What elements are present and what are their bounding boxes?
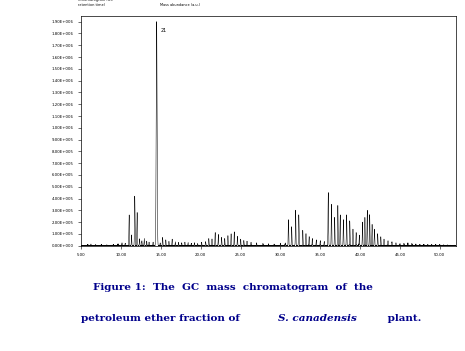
Text: 21: 21 [160, 28, 167, 33]
Text: plant.: plant. [384, 314, 421, 323]
Text: Figure 1:  The  GC  mass  chromatogram  of  the: Figure 1: The GC mass chromatogram of th… [93, 283, 372, 292]
Text: petroleum ether fraction of: petroleum ether fraction of [81, 314, 244, 323]
Text: Chromatogram (GC
retention time): Chromatogram (GC retention time) [78, 0, 113, 7]
Text: Mass abundance (a.u.): Mass abundance (a.u.) [160, 2, 200, 7]
Text: S. canadensis: S. canadensis [278, 314, 357, 323]
